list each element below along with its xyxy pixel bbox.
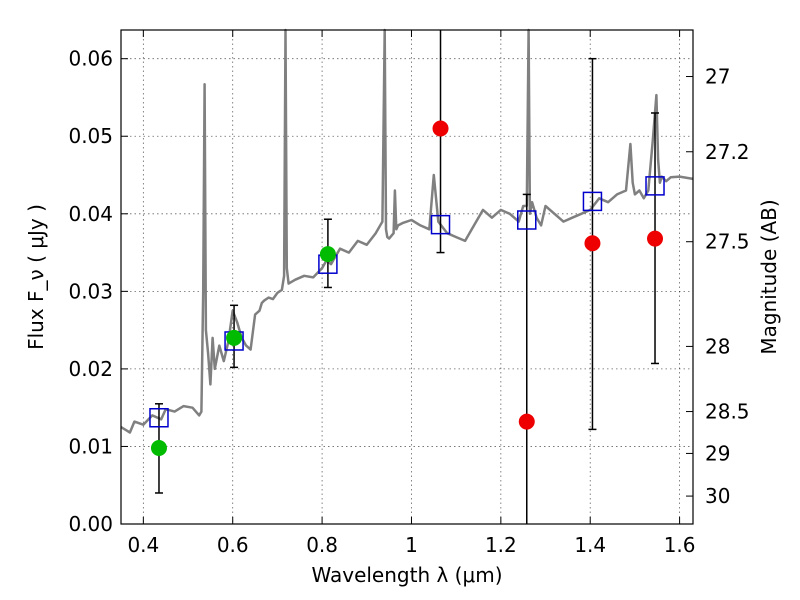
x-tick-label: 0.4 [127, 533, 159, 557]
y2-tick-label: 29 [705, 441, 730, 465]
y-tick-label: 0.00 [68, 512, 113, 536]
data-point [584, 235, 601, 252]
x-tick-label: 0.8 [306, 533, 338, 557]
y-axis-label: Flux F_ν ( μJy ) [24, 204, 48, 350]
x-tick-label: 1.2 [485, 533, 517, 557]
y2-tick-label: 30 [705, 484, 730, 508]
x-tick-label: 0.6 [217, 533, 249, 557]
y2-axis-label: Magnitude (AB) [757, 199, 781, 354]
x-axis-label: Wavelength λ (μm) [311, 563, 502, 587]
data-point [226, 329, 243, 346]
y-tick-label: 0.04 [68, 202, 113, 226]
data-point [432, 120, 449, 137]
y2-tick-label: 27.2 [705, 140, 750, 164]
y-tick-label: 0.03 [68, 279, 113, 303]
y-tick-label: 0.01 [68, 434, 113, 458]
y-tick-label: 0.05 [68, 124, 113, 148]
y2-tick-label: 27 [705, 65, 730, 89]
x-tick-label: 1.4 [574, 533, 606, 557]
plot-frame [120, 29, 694, 525]
tick-labels: 0.4 0.6 0.8 1 1.2 1.4 1.6 0.00 0.01 0.02 0.03 0.04 0… [68, 47, 749, 557]
data-point [150, 440, 167, 456]
model-square-point [430, 214, 451, 235]
x-tick-label: 1 [405, 533, 418, 557]
data-point [647, 230, 664, 247]
y2-tick-label: 28.5 [705, 400, 750, 424]
error-bars [154, 30, 660, 524]
y-tick-label: 0.02 [68, 357, 113, 381]
data-point [319, 246, 336, 263]
observed-photometry-points [150, 120, 664, 456]
y2-tick-label: 28 [705, 334, 730, 358]
x-tick-label: 1.6 [664, 533, 696, 557]
data-point [518, 413, 535, 430]
axis-ticks [121, 30, 693, 525]
model-square-point [582, 191, 603, 212]
model-square-point [517, 210, 537, 230]
y2-tick-label: 27.5 [705, 230, 750, 254]
model-photometry-squares [149, 176, 665, 428]
model-square-point [149, 408, 169, 428]
y-tick-label: 0.06 [68, 47, 113, 71]
model-square-point [645, 176, 665, 196]
